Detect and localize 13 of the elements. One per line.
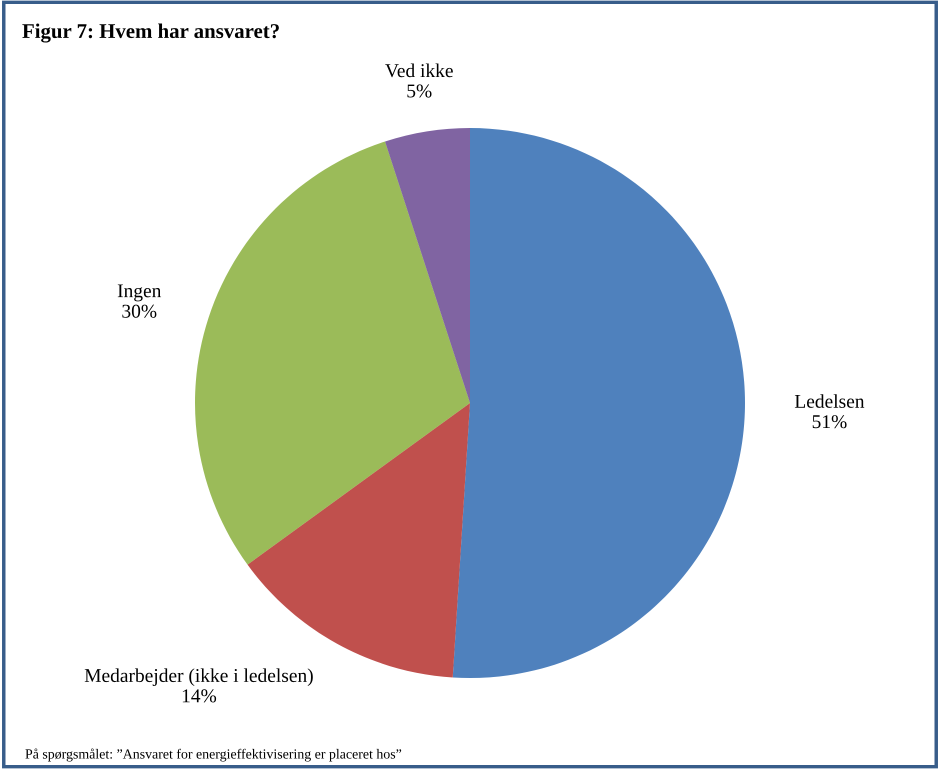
pie-slice	[452, 128, 745, 678]
slice-label: Medarbejder (ikke i ledelsen)	[84, 668, 313, 686]
data-label: 30%	[122, 304, 156, 318]
text: På spørgsmålet: ”Ansvaret for energieffektivisering er placeret hos”	[25, 748, 402, 762]
data-label: 51%	[812, 415, 847, 428]
slice-label: Ledelsen	[794, 394, 864, 408]
pie-slice	[195, 141, 470, 565]
slice-label: Ved ikke	[385, 64, 453, 78]
pie-slice	[385, 128, 470, 403]
data-label: 14%	[182, 689, 216, 702]
chart-title: Figur 7: Hvem har ansvaret?	[22, 23, 279, 43]
slice-label: Ingen	[118, 284, 162, 302]
data-label: 5%	[407, 84, 432, 98]
